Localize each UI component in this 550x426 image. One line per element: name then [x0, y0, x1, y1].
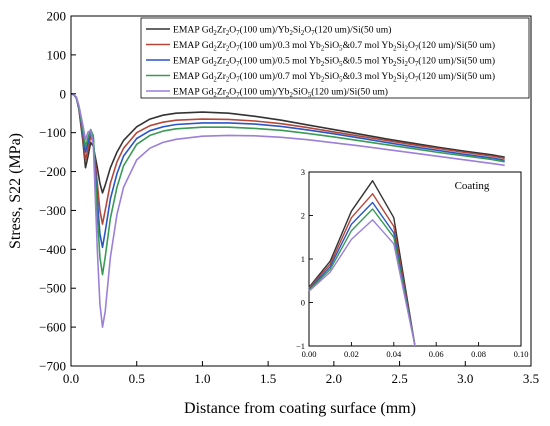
x-tick-label: 3.0 [457, 371, 473, 386]
y-tick-label: 100 [47, 47, 67, 62]
y-tick-label: −600 [39, 320, 66, 335]
x-tick-label: 2.5 [391, 371, 407, 386]
plot-frame [70, 15, 532, 367]
legend-entry-3: EMAP Gd2Zr2O7(100 um)/0.5 mol Yb2SiO5&0.… [173, 55, 495, 68]
series-line-1 [70, 93, 505, 194]
legend-entry-4: EMAP Gd2Zr2O7(100 um)/0.7 mol Yb2SiO5&0.… [173, 71, 495, 84]
y-tick-label: −500 [39, 281, 66, 296]
inset-series-line-3 [308, 201, 416, 347]
inset-series-line-5 [308, 219, 416, 347]
inset-series-line-2 [308, 193, 416, 347]
legend-entry-1: EMAP Gd2Zr2O7(100 um)/Yb2Si2O7(120 um)/S… [173, 24, 391, 37]
x-tick-label: 1.5 [260, 371, 276, 386]
inset-title: Coating [455, 180, 490, 192]
inset-x-tick-label: 0.10 [514, 349, 529, 359]
inset-y-tick-label: −1 [296, 341, 305, 351]
inset-x-tick-label: 0.00 [302, 349, 317, 359]
legend-entry-5: EMAP Gd2Zr2O7(100 um)/Yb2SiO5(120 um)/Si… [173, 86, 388, 99]
y-tick-label: 200 [47, 9, 67, 24]
x-tick-label: 0.5 [129, 371, 145, 386]
inset-x-tick-label: 0.04 [386, 349, 402, 359]
inset-frame [308, 171, 522, 347]
y-tick-label: −100 [39, 125, 66, 140]
y-tick-label: −400 [39, 242, 66, 257]
inset-axes-group: 0.00 0.02 0.04 0.06 0.08 0.10 −1 0 1 2 3 [296, 167, 528, 359]
inset-y-tick-label: 2 [301, 211, 305, 221]
inset-y-tick-label: 0 [301, 298, 305, 308]
y-tick-label: −200 [39, 164, 66, 179]
x-tick-label: 0.0 [63, 371, 79, 386]
series-line-3 [70, 93, 505, 249]
legend-entry-2: EMAP Gd2Zr2O7(100 um)/0.3 mol Yb2SiO5&0.… [173, 40, 495, 53]
x-tick-label: 3.5 [523, 371, 539, 386]
main-axes-group: 0.0 0.5 1.0 1.5 2.0 2.5 3.0 3.5 −700 −600 −500 −400… [39, 9, 539, 387]
y-tick-label: −300 [39, 203, 66, 218]
y-tick-label: −700 [39, 359, 66, 374]
legend: EMAP Gd2Zr2O7(100 um)/Yb2Si2O7(120 um)/S… [140, 17, 530, 99]
inset-series-line-1 [308, 179, 416, 347]
x-tick-label: 1.0 [194, 371, 210, 386]
inset-x-tick-label: 0.06 [429, 349, 444, 359]
inset-y-tick-label: 3 [301, 167, 305, 177]
inset-x-tick-label: 0.08 [471, 349, 486, 359]
x-axis-label: Distance from coating surface (mm) [184, 400, 416, 417]
inset-x-tick-label: 0.02 [344, 349, 359, 359]
inset-series-group [308, 179, 416, 347]
inset-chart: 0.00 0.02 0.04 0.06 0.08 0.10 −1 0 1 2 3 Coating [296, 167, 528, 359]
y-tick-label: 0 [60, 86, 67, 101]
series-line-4 [70, 93, 505, 276]
y-axis-label: Stress, S22 (MPa) [7, 133, 24, 249]
main-series-group [70, 93, 505, 328]
inset-series-line-4 [308, 208, 416, 347]
x-tick-label: 2.0 [326, 371, 342, 386]
legend-box [140, 17, 530, 99]
series-line-2 [70, 93, 505, 225]
inset-y-tick-label: 1 [301, 254, 305, 264]
series-line-5 [70, 93, 505, 328]
